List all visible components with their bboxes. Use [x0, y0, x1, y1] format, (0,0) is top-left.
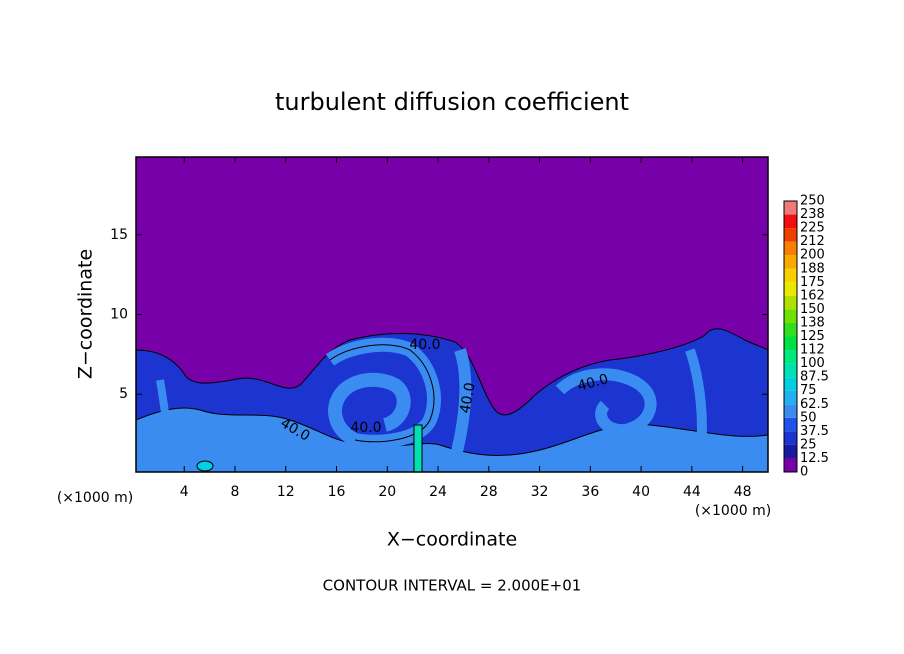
y-tick-label: 15 [110, 227, 128, 243]
colorbar-label: 138 [800, 315, 825, 330]
colorbar-band [784, 363, 797, 378]
x-tick-label: 28 [480, 484, 498, 500]
x-unit: (×1000 m) [57, 490, 133, 506]
colorbar-band [784, 214, 797, 229]
x-tick-label: 36 [581, 484, 599, 500]
y-tick-label: 10 [110, 307, 128, 323]
field [136, 157, 768, 472]
x-tick-label: 44 [683, 484, 701, 500]
colorbar-label: 162 [800, 288, 825, 303]
footnote: CONTOUR INTERVAL = 2.000E+01 [323, 577, 582, 595]
x-unit: (×1000 m) [695, 503, 771, 519]
colorbar-band [784, 431, 797, 445]
x-tick-label: 48 [734, 484, 752, 500]
colorbar-label: 188 [800, 261, 825, 276]
contour-label: 40.0 [350, 420, 381, 436]
chart-title: turbulent diffusion coefficient [275, 88, 629, 116]
x-tick-label: 8 [231, 484, 240, 500]
colorbar-label: 0 [800, 465, 808, 480]
colorbar-label: 37.5 [800, 424, 829, 439]
x-axis-label: X−coordinate [387, 529, 517, 551]
colorbar-band [784, 336, 797, 351]
x-tick-label: 24 [429, 484, 447, 500]
colorbar-label: 12.5 [800, 451, 829, 466]
colorbar-band [784, 404, 797, 418]
colorbar-label: 250 [800, 194, 825, 209]
colorbar-band [784, 350, 797, 364]
colorbar-band [784, 309, 797, 323]
colorbar-band [784, 417, 797, 432]
colorbar-label: 75 [800, 383, 817, 398]
colorbar-label: 112 [800, 343, 825, 358]
colorbar-label: 125 [800, 329, 825, 344]
colorbar-band [784, 282, 797, 296]
colorbar-label: 62.5 [800, 397, 829, 412]
colorbar-band [784, 444, 797, 459]
colorbar-label: 212 [800, 234, 825, 249]
colorbar-band [784, 255, 797, 269]
colorbar-label: 25 [800, 437, 817, 452]
colorbar-label: 87.5 [800, 370, 829, 385]
colorbar-label: 175 [800, 275, 825, 290]
colorbar-label: 225 [800, 221, 825, 236]
colorbar-band [784, 295, 797, 310]
contour-label: 40.0 [409, 337, 440, 353]
colorbar-label: 200 [800, 248, 825, 263]
x-tick-label: 40 [632, 484, 650, 500]
colorbar-label: 50 [800, 410, 817, 425]
colorbar-band [784, 201, 797, 215]
colorbar-band [784, 458, 797, 472]
contour-label: 40.0 [576, 371, 610, 395]
contour-label: 40.0 [457, 381, 478, 414]
colorbar-label: 238 [800, 207, 825, 222]
colorbar-band [784, 241, 797, 256]
x-tick-label: 20 [378, 484, 396, 500]
colorbar-label: 100 [800, 356, 825, 371]
colorbar-band [784, 228, 797, 242]
x-tick-label: 32 [531, 484, 549, 500]
x-tick-label: 16 [328, 484, 346, 500]
x-tick-label: 4 [180, 484, 189, 500]
x-tick-label: 12 [277, 484, 295, 500]
colorbar-frame [783, 200, 798, 473]
y-axis-label: Z−coordinate [75, 249, 97, 379]
colorbar-band [784, 322, 797, 337]
y-tick-label: 5 [119, 386, 128, 402]
colorbar-band [784, 377, 797, 391]
colorbar-band [784, 390, 797, 405]
colorbar-label: 150 [800, 302, 825, 317]
colorbar-band [784, 268, 797, 283]
